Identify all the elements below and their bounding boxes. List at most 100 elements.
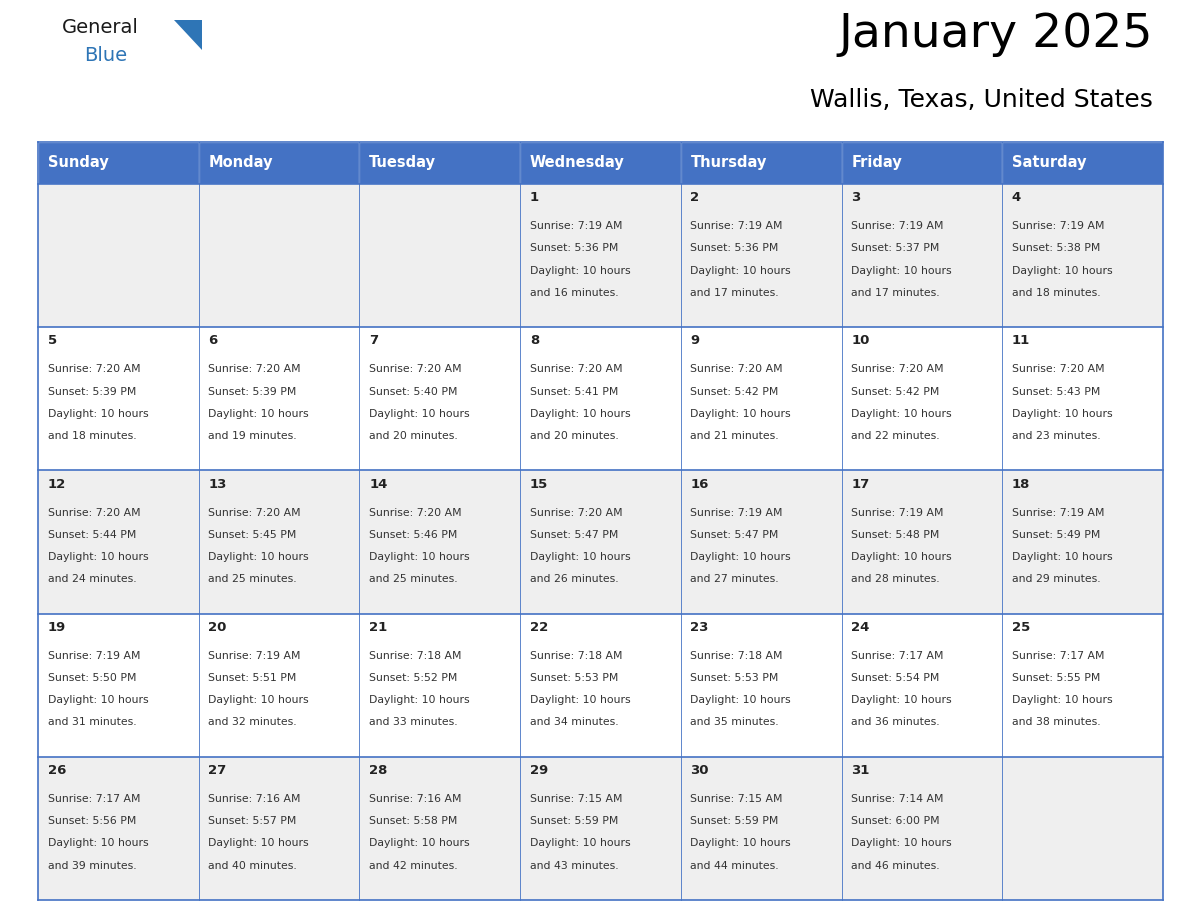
Text: Tuesday: Tuesday — [369, 155, 436, 171]
Text: Sunset: 5:59 PM: Sunset: 5:59 PM — [690, 816, 779, 826]
Text: 27: 27 — [208, 764, 227, 777]
FancyBboxPatch shape — [38, 470, 198, 613]
Text: and 38 minutes.: and 38 minutes. — [1012, 718, 1100, 727]
Text: Daylight: 10 hours: Daylight: 10 hours — [369, 695, 469, 705]
Text: and 17 minutes.: and 17 minutes. — [690, 288, 779, 297]
FancyBboxPatch shape — [1003, 184, 1163, 327]
Text: Sunset: 5:50 PM: Sunset: 5:50 PM — [48, 673, 137, 683]
Text: Sunrise: 7:18 AM: Sunrise: 7:18 AM — [530, 651, 623, 661]
Text: 18: 18 — [1012, 477, 1030, 490]
Text: Sunrise: 7:18 AM: Sunrise: 7:18 AM — [690, 651, 783, 661]
Text: Sunrise: 7:20 AM: Sunrise: 7:20 AM — [530, 508, 623, 518]
FancyBboxPatch shape — [841, 327, 1003, 470]
Text: Sunset: 5:47 PM: Sunset: 5:47 PM — [690, 530, 779, 540]
Text: Daylight: 10 hours: Daylight: 10 hours — [852, 838, 952, 848]
Text: 7: 7 — [369, 334, 378, 347]
Text: Sunset: 5:43 PM: Sunset: 5:43 PM — [1012, 386, 1100, 397]
Text: 5: 5 — [48, 334, 57, 347]
FancyBboxPatch shape — [360, 327, 520, 470]
Text: Sunset: 5:45 PM: Sunset: 5:45 PM — [208, 530, 297, 540]
Text: 17: 17 — [852, 477, 870, 490]
Text: Saturday: Saturday — [1012, 155, 1087, 171]
FancyBboxPatch shape — [360, 184, 520, 327]
Text: Sunset: 5:53 PM: Sunset: 5:53 PM — [690, 673, 779, 683]
Text: 12: 12 — [48, 477, 65, 490]
Text: and 25 minutes.: and 25 minutes. — [208, 575, 297, 584]
Text: Sunrise: 7:15 AM: Sunrise: 7:15 AM — [530, 794, 623, 804]
Text: Sunset: 5:39 PM: Sunset: 5:39 PM — [208, 386, 297, 397]
Text: Sunset: 5:51 PM: Sunset: 5:51 PM — [208, 673, 297, 683]
Text: Sunday: Sunday — [48, 155, 108, 171]
Text: 29: 29 — [530, 764, 548, 777]
Text: 13: 13 — [208, 477, 227, 490]
FancyBboxPatch shape — [1003, 142, 1163, 184]
Text: Daylight: 10 hours: Daylight: 10 hours — [48, 695, 148, 705]
FancyBboxPatch shape — [198, 470, 360, 613]
Text: Blue: Blue — [84, 46, 127, 65]
Text: Daylight: 10 hours: Daylight: 10 hours — [852, 265, 952, 275]
Text: Sunset: 5:53 PM: Sunset: 5:53 PM — [530, 673, 618, 683]
Text: Daylight: 10 hours: Daylight: 10 hours — [48, 838, 148, 848]
FancyBboxPatch shape — [841, 756, 1003, 900]
Text: and 36 minutes.: and 36 minutes. — [852, 718, 940, 727]
FancyBboxPatch shape — [681, 470, 841, 613]
FancyBboxPatch shape — [520, 613, 681, 756]
Text: Sunrise: 7:19 AM: Sunrise: 7:19 AM — [852, 221, 943, 231]
Text: 26: 26 — [48, 764, 67, 777]
Text: Monday: Monday — [208, 155, 273, 171]
Text: 4: 4 — [1012, 191, 1022, 204]
Text: January 2025: January 2025 — [839, 12, 1154, 57]
Text: and 26 minutes.: and 26 minutes. — [530, 575, 619, 584]
Text: 22: 22 — [530, 621, 548, 633]
Text: 14: 14 — [369, 477, 387, 490]
Text: Sunrise: 7:19 AM: Sunrise: 7:19 AM — [48, 651, 140, 661]
FancyBboxPatch shape — [520, 184, 681, 327]
Text: and 24 minutes.: and 24 minutes. — [48, 575, 137, 584]
Text: and 40 minutes.: and 40 minutes. — [208, 860, 297, 870]
Text: Sunrise: 7:19 AM: Sunrise: 7:19 AM — [1012, 221, 1105, 231]
Text: and 42 minutes.: and 42 minutes. — [369, 860, 457, 870]
Text: Daylight: 10 hours: Daylight: 10 hours — [852, 409, 952, 419]
Text: Sunset: 5:38 PM: Sunset: 5:38 PM — [1012, 243, 1100, 253]
Text: Sunrise: 7:17 AM: Sunrise: 7:17 AM — [48, 794, 140, 804]
Text: Daylight: 10 hours: Daylight: 10 hours — [530, 265, 631, 275]
Text: and 27 minutes.: and 27 minutes. — [690, 575, 779, 584]
Text: and 44 minutes.: and 44 minutes. — [690, 860, 779, 870]
Text: Daylight: 10 hours: Daylight: 10 hours — [530, 409, 631, 419]
Text: Sunset: 5:49 PM: Sunset: 5:49 PM — [1012, 530, 1100, 540]
Text: Sunset: 5:46 PM: Sunset: 5:46 PM — [369, 530, 457, 540]
Text: Daylight: 10 hours: Daylight: 10 hours — [852, 695, 952, 705]
Text: 25: 25 — [1012, 621, 1030, 633]
Text: 3: 3 — [852, 191, 860, 204]
Text: and 22 minutes.: and 22 minutes. — [852, 431, 940, 441]
Text: Daylight: 10 hours: Daylight: 10 hours — [690, 695, 791, 705]
Text: Sunset: 5:42 PM: Sunset: 5:42 PM — [852, 386, 940, 397]
Text: 11: 11 — [1012, 334, 1030, 347]
Text: Sunrise: 7:16 AM: Sunrise: 7:16 AM — [369, 794, 462, 804]
Text: Sunrise: 7:16 AM: Sunrise: 7:16 AM — [208, 794, 301, 804]
Text: Daylight: 10 hours: Daylight: 10 hours — [1012, 695, 1112, 705]
Text: Daylight: 10 hours: Daylight: 10 hours — [530, 838, 631, 848]
Text: Sunset: 5:58 PM: Sunset: 5:58 PM — [369, 816, 457, 826]
Text: and 20 minutes.: and 20 minutes. — [530, 431, 619, 441]
FancyBboxPatch shape — [198, 184, 360, 327]
Text: Daylight: 10 hours: Daylight: 10 hours — [369, 409, 469, 419]
Text: Sunset: 5:57 PM: Sunset: 5:57 PM — [208, 816, 297, 826]
Text: Daylight: 10 hours: Daylight: 10 hours — [48, 552, 148, 562]
Text: and 17 minutes.: and 17 minutes. — [852, 288, 940, 297]
FancyBboxPatch shape — [198, 327, 360, 470]
Text: and 19 minutes.: and 19 minutes. — [208, 431, 297, 441]
Text: and 43 minutes.: and 43 minutes. — [530, 860, 619, 870]
Text: Sunrise: 7:17 AM: Sunrise: 7:17 AM — [852, 651, 943, 661]
FancyBboxPatch shape — [360, 142, 520, 184]
Text: 31: 31 — [852, 764, 870, 777]
FancyBboxPatch shape — [681, 327, 841, 470]
Text: Daylight: 10 hours: Daylight: 10 hours — [1012, 409, 1112, 419]
Text: Sunrise: 7:20 AM: Sunrise: 7:20 AM — [852, 364, 943, 375]
Text: Sunset: 5:47 PM: Sunset: 5:47 PM — [530, 530, 618, 540]
FancyBboxPatch shape — [520, 756, 681, 900]
Text: Sunset: 5:40 PM: Sunset: 5:40 PM — [369, 386, 457, 397]
FancyBboxPatch shape — [681, 756, 841, 900]
Text: Wallis, Texas, United States: Wallis, Texas, United States — [810, 88, 1154, 112]
Text: 8: 8 — [530, 334, 539, 347]
